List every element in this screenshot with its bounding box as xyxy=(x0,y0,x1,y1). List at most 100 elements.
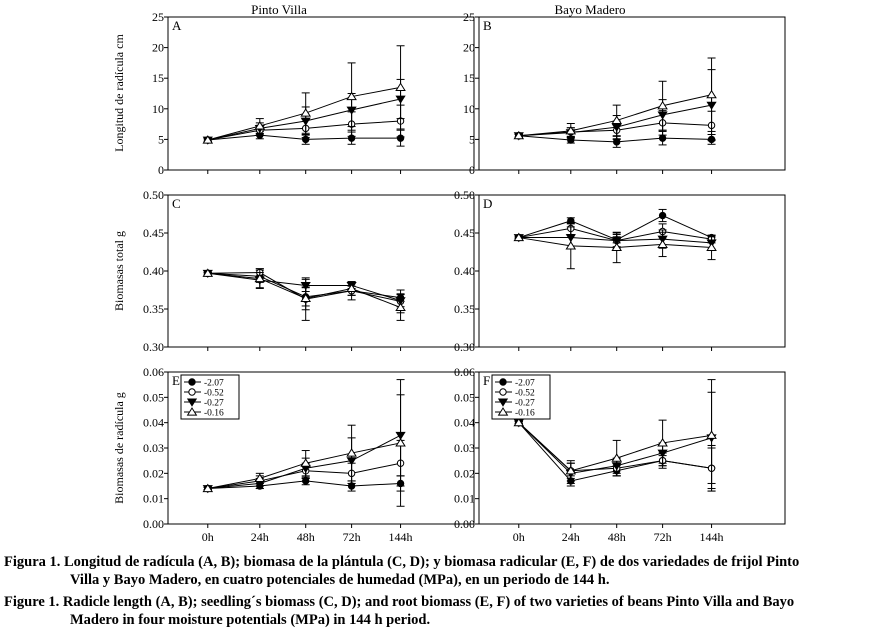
panel-a: A 0 5 10 15 20 25 Longitud de radícula cm xyxy=(112,10,475,177)
panel-a-ylabel: Longitud de radícula cm xyxy=(112,34,126,152)
legend-label: -0.27 xyxy=(204,399,224,409)
panel-e-xtick-label: 72h xyxy=(343,530,361,544)
panel-e-series-3 xyxy=(202,379,406,507)
data-point xyxy=(300,108,312,117)
panel-c: C 0.30 0.35 0.40 0.45 0.50 Biomasas total g xyxy=(112,188,475,354)
data-point xyxy=(513,417,525,427)
data-point xyxy=(657,438,668,447)
panel-f-ytick-label: 0.01 xyxy=(454,492,475,506)
panel-a-ytick-label: 0 xyxy=(158,163,164,177)
legend-label: -0.52 xyxy=(204,389,224,399)
panel-f-xtick-label: 24h xyxy=(562,530,580,544)
data-point xyxy=(565,465,577,475)
panel-e-xtick-label: 48h xyxy=(297,530,315,544)
caption-es-line-1: Figura 1. Longitud de radícula (A, B); b… xyxy=(4,554,800,570)
data-point xyxy=(395,438,406,447)
panel-a-letter: A xyxy=(172,18,182,33)
legend-marker xyxy=(499,388,507,396)
panel-b-letter: B xyxy=(483,18,492,33)
panel-b-series-3 xyxy=(513,57,717,140)
figure-caption-spanish: Figura 1. Longitud de radícula (A, B); b… xyxy=(4,553,888,589)
panel-c-frame xyxy=(167,194,475,348)
panel-a-series-3 xyxy=(202,45,406,144)
panel-a-ytick-label: 5 xyxy=(158,132,164,146)
panel-f-ytick-label: 0.06 xyxy=(454,365,475,379)
panel-f-series-3 xyxy=(513,379,717,492)
panel-d-series-3 xyxy=(513,222,717,270)
series-line xyxy=(518,214,712,241)
panel-f-ytick-label: 0.03 xyxy=(454,441,475,455)
data-point xyxy=(202,135,214,144)
panel-a-ytick-label: 10 xyxy=(152,102,164,116)
panel-c-ytick-label: 0.35 xyxy=(143,302,164,316)
panel-b-frame xyxy=(478,16,786,171)
panel-f-xtick-label: 48h xyxy=(608,530,626,544)
panel-d-ytick-label: 0.45 xyxy=(454,226,475,240)
data-point xyxy=(346,91,357,101)
data-point xyxy=(300,293,312,302)
panel-e-ytick-label: 0.03 xyxy=(143,441,164,455)
data-point xyxy=(611,453,623,462)
data-point xyxy=(706,242,717,252)
panel-b-ytick-label: 5 xyxy=(469,132,475,146)
panel-f-ytick-label: 0.00 xyxy=(454,517,475,531)
figure-caption-english: Figure 1. Radicle length (A, B); seedlin… xyxy=(4,593,888,629)
panel-d-letter: D xyxy=(483,196,492,211)
caption-en-line-1: Figure 1. Radicle length (A, B); seedlin… xyxy=(4,594,795,610)
panel-c-ylabel: Biomasas total g xyxy=(112,231,126,311)
panel-b-ytick-label: 10 xyxy=(463,102,475,116)
legend-label: -0.27 xyxy=(515,399,535,409)
data-point xyxy=(202,483,214,493)
data-point xyxy=(565,125,577,135)
panel-b-ytick-label: 15 xyxy=(463,71,475,85)
panel-c-ytick-label: 0.30 xyxy=(143,340,164,354)
data-point xyxy=(254,121,266,130)
panel-e-ytick-label: 0.02 xyxy=(143,466,164,480)
panel-b-ytick-label: 20 xyxy=(463,41,475,55)
data-point xyxy=(300,458,312,467)
panel-e-ytick-label: 0.05 xyxy=(143,390,164,404)
data-point xyxy=(706,89,717,99)
panel-e-xtick-label: 144h xyxy=(389,530,413,544)
panel-d-ytick-label: 0.40 xyxy=(454,264,475,278)
panel-d-ytick-label: 0.50 xyxy=(454,188,475,202)
data-point xyxy=(565,241,577,250)
panel-c-ytick-label: 0.50 xyxy=(143,188,164,202)
panel-e-letter: E xyxy=(172,373,180,388)
panel-d-ytick-label: 0.30 xyxy=(454,340,475,354)
data-point xyxy=(346,283,357,293)
legend-marker xyxy=(188,378,196,386)
data-point xyxy=(346,448,357,457)
column-title-pinto-villa: Pinto Villa xyxy=(251,2,307,17)
panel-e-ytick-label: 0.01 xyxy=(143,492,164,506)
legend-label: -0.52 xyxy=(515,389,535,399)
legend-marker xyxy=(188,388,196,396)
panel-a-frame xyxy=(167,16,475,171)
data-point xyxy=(254,273,266,283)
figure-canvas: Pinto Villa Bayo Madero A 0 5 10 15 20 25 Longi… xyxy=(112,2,786,544)
legend-label: -0.16 xyxy=(204,409,224,419)
panel-e-xtick-label: 24h xyxy=(251,530,269,544)
data-point xyxy=(202,268,214,277)
data-point xyxy=(658,134,667,142)
panel-a-ytick-label: 20 xyxy=(152,41,164,55)
data-point xyxy=(657,100,668,110)
panel-a-ytick-label: 15 xyxy=(152,71,164,85)
panel-e-ylabel: Biomasas de radícula g xyxy=(112,392,126,504)
panel-f-series-0 xyxy=(514,418,716,490)
data-point xyxy=(513,232,525,242)
panel-d-frame xyxy=(478,194,786,348)
panel-f-xtick-label: 144h xyxy=(700,530,724,544)
data-point xyxy=(706,430,717,439)
column-title-bayo-madero: Bayo Madero xyxy=(554,2,625,17)
panel-b: B 0 5 10 15 20 25 xyxy=(463,10,786,177)
legend-marker xyxy=(497,398,509,407)
data-point xyxy=(254,473,266,482)
panel-c-letter: C xyxy=(172,196,181,211)
panel-e-ytick-label: 0.06 xyxy=(143,365,164,379)
legend-label: -0.16 xyxy=(515,409,535,419)
panel-e-ytick-label: 0.00 xyxy=(143,517,164,531)
panel-f-ytick-label: 0.04 xyxy=(454,416,475,430)
legend-label: -2.07 xyxy=(204,379,224,389)
caption-es-line-2: Villa y Bayo Madero, en cuatro potencial… xyxy=(70,572,610,588)
